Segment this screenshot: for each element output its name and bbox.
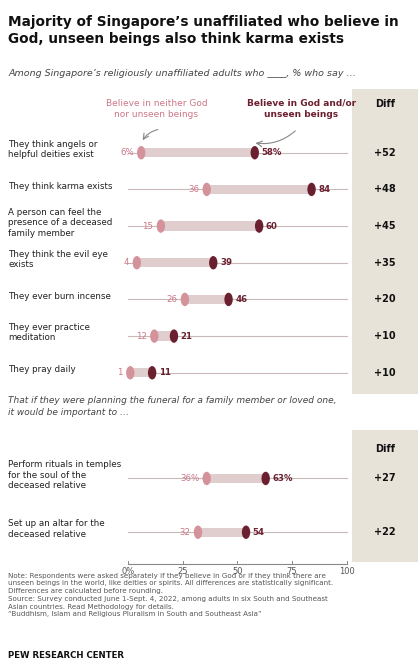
Text: Majority of Singapore’s unaffiliated who believe in
God, unseen beings also thin: Majority of Singapore’s unaffiliated who… <box>8 15 399 46</box>
Text: 32: 32 <box>179 528 190 537</box>
Text: +20: +20 <box>374 294 396 304</box>
Text: Believe in God and/or
unseen beings: Believe in God and/or unseen beings <box>247 99 356 119</box>
Text: 50: 50 <box>232 567 243 576</box>
Text: 11: 11 <box>159 368 171 377</box>
Text: They ever practice
meditation: They ever practice meditation <box>8 323 90 343</box>
Text: 60: 60 <box>266 222 278 230</box>
Text: That if they were planning the funeral for a family member or loved one,
it woul: That if they were planning the funeral f… <box>8 396 337 417</box>
Text: Believe in neither God
nor unseen beings: Believe in neither God nor unseen beings <box>105 99 207 119</box>
Text: Perform rituals in temples
for the soul of the
deceased relative: Perform rituals in temples for the soul … <box>8 460 122 490</box>
Text: +10: +10 <box>374 368 396 378</box>
Text: 58%: 58% <box>262 149 282 157</box>
Text: Diff: Diff <box>375 99 395 109</box>
Text: They ever burn incense: They ever burn incense <box>8 292 111 300</box>
Text: +45: +45 <box>374 221 396 231</box>
Text: 4: 4 <box>124 258 129 267</box>
Text: 1: 1 <box>117 368 123 377</box>
Text: 12: 12 <box>136 331 147 341</box>
Text: 75: 75 <box>286 567 297 576</box>
Text: 36: 36 <box>188 185 199 194</box>
Text: +22: +22 <box>374 528 396 537</box>
Text: They pray daily: They pray daily <box>8 365 76 374</box>
Text: They think karma exists: They think karma exists <box>8 181 113 191</box>
Text: PEW RESEARCH CENTER: PEW RESEARCH CENTER <box>8 651 124 660</box>
Text: +27: +27 <box>374 474 396 483</box>
Text: +10: +10 <box>374 331 396 341</box>
Text: Diff: Diff <box>375 444 395 454</box>
Text: They think angels or
helpful deities exist: They think angels or helpful deities exi… <box>8 140 98 159</box>
Text: A person can feel the
presence of a deceased
family member: A person can feel the presence of a dece… <box>8 208 113 238</box>
Text: 46: 46 <box>235 295 247 304</box>
Text: 21: 21 <box>181 331 193 341</box>
Text: 39: 39 <box>220 258 232 267</box>
Text: 6%: 6% <box>120 149 134 157</box>
Text: 63%: 63% <box>273 474 293 483</box>
Text: 100: 100 <box>339 567 354 576</box>
Text: +48: +48 <box>374 184 396 194</box>
Text: 84: 84 <box>318 185 331 194</box>
Text: Set up an altar for the
deceased relative: Set up an altar for the deceased relativ… <box>8 519 105 538</box>
Text: 25: 25 <box>177 567 188 576</box>
Text: +35: +35 <box>374 258 396 267</box>
Text: 15: 15 <box>142 222 153 230</box>
Text: 36%: 36% <box>180 474 199 483</box>
Text: 54: 54 <box>253 528 265 537</box>
Text: +52: +52 <box>374 148 396 158</box>
Text: Among Singapore’s religiously unaffiliated adults who ____, % who say …: Among Singapore’s religiously unaffiliat… <box>8 69 357 77</box>
Text: 0%: 0% <box>121 567 135 576</box>
Text: They think the evil eye
exists: They think the evil eye exists <box>8 250 108 269</box>
Text: 26: 26 <box>166 295 177 304</box>
Text: Note: Respondents were asked separately if they believe in God or if they think : Note: Respondents were asked separately … <box>8 573 333 618</box>
